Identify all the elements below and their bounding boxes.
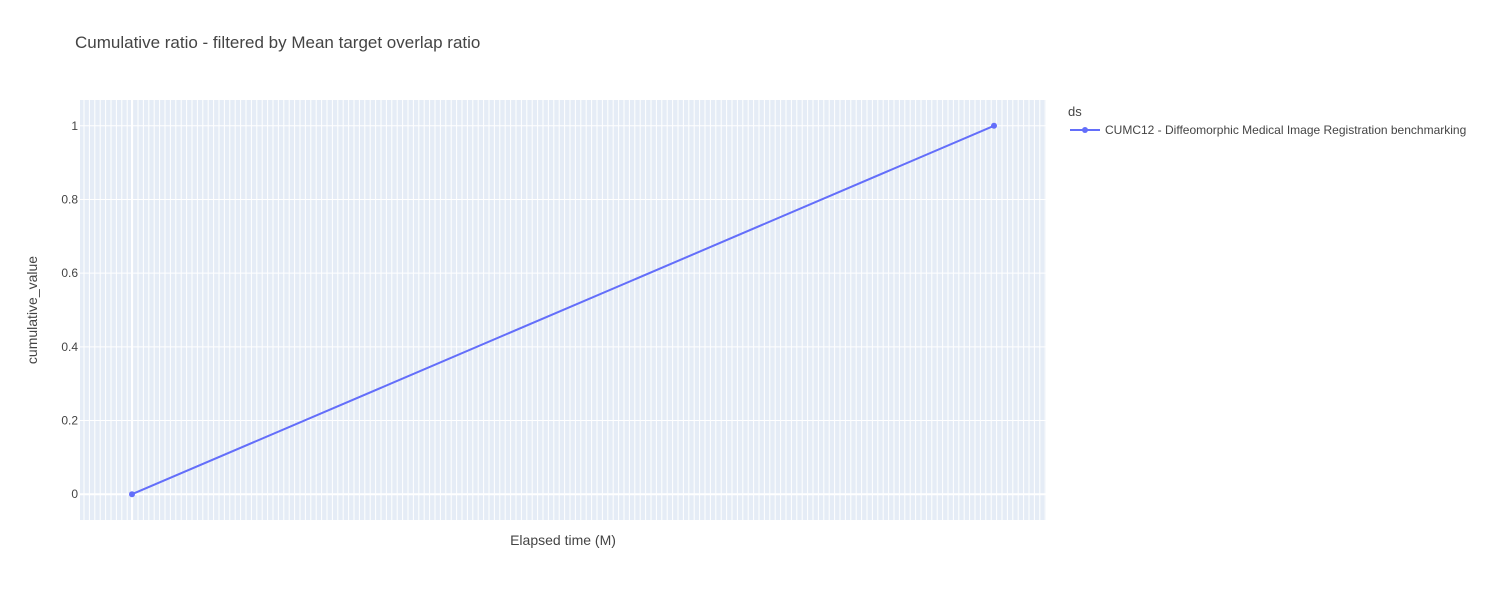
- x-axis-title: Elapsed time (M): [510, 532, 616, 548]
- series-line: [131, 124, 995, 496]
- y-tick-label: 0.2: [61, 414, 78, 428]
- y-axis-title: cumulative_value: [24, 256, 40, 364]
- legend-title: ds: [1068, 104, 1082, 119]
- data-point: [129, 491, 135, 498]
- legend-marker-swatch: [1082, 127, 1088, 133]
- legend-entry-label[interactable]: CUMC12 - Diffeomorphic Medical Image Reg…: [1105, 123, 1466, 137]
- legend[interactable]: ds CUMC12 - Diffeomorphic Medical Image …: [1068, 104, 1466, 137]
- y-tick-label: 0.4: [61, 340, 78, 354]
- chart-title: Cumulative ratio - filtered by Mean targ…: [75, 33, 481, 52]
- series-layer: [129, 122, 997, 498]
- y-tick-label: 1: [71, 119, 78, 133]
- y-gridlines: [80, 125, 1046, 496]
- y-tick-labels: 0 0.2 0.4 0.6 0.8 1: [61, 119, 78, 501]
- y-tick-label: 0.6: [61, 266, 78, 280]
- x-gridlines: [83, 100, 1046, 520]
- data-point: [991, 122, 997, 129]
- y-tick-label: 0.8: [61, 192, 78, 206]
- y-tick-label: 0: [71, 487, 78, 501]
